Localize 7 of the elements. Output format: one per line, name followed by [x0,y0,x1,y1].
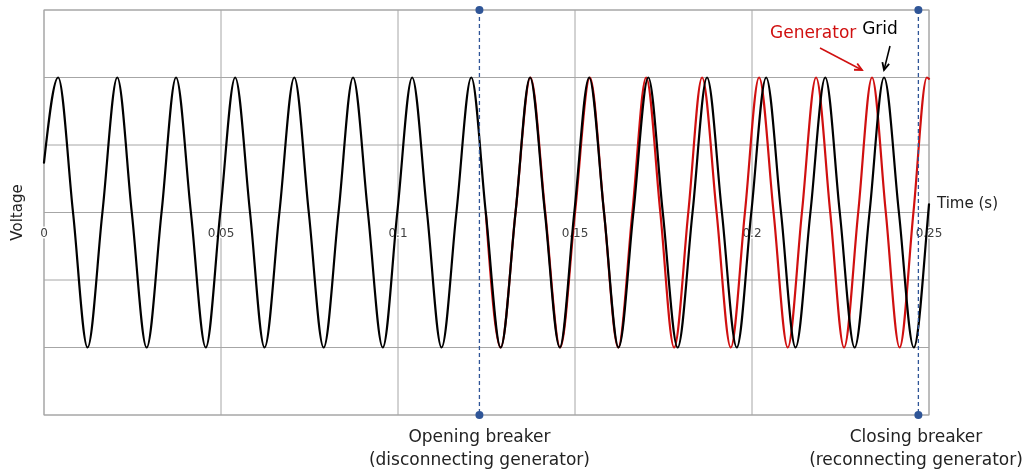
x-tick-label: 0 [40,225,48,240]
text: Grid [862,18,898,38]
text: Generator [770,22,857,42]
ref-line-label: Closing breaker (reconnecting generator) [809,426,1023,469]
x-axis-title: Time (s) [936,193,998,212]
ref-line-label: Opening breaker (disconnecting generator) [368,426,590,469]
y-axis-title: Voltage [8,184,26,241]
